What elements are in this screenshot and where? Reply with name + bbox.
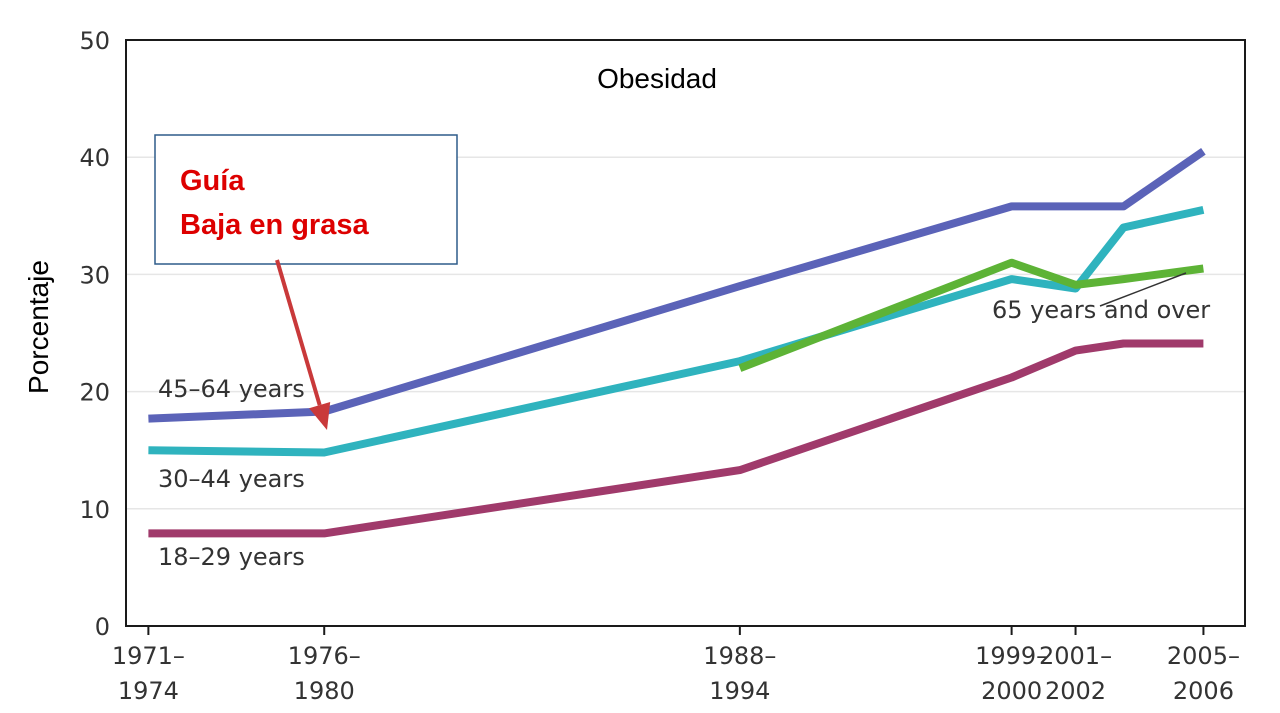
annotation-arrow	[275, 259, 331, 430]
chart-title: Obesidad	[597, 63, 717, 94]
series-label-45-64: 45–64 years	[158, 375, 305, 403]
x-tick-label-2-line2: 1994	[709, 677, 770, 705]
series-labels: 45–64 years 30–44 years 65 years and over 1…	[158, 272, 1210, 571]
x-tick-label-4-line1: 2001–	[1039, 642, 1112, 670]
x-tick-label-5-line2: 2006	[1173, 677, 1234, 705]
y-tick-label-0: 0	[95, 613, 110, 641]
series-label-18-29: 18–29 years	[158, 543, 305, 571]
series-label-65-plus: 65 years and over	[992, 296, 1210, 324]
x-tick-label-0-line1: 1971–	[112, 642, 185, 670]
annotation-box: Guía Baja en grasa	[154, 134, 458, 265]
annotation-arrow-shaft	[275, 259, 322, 406]
y-tick-label-30: 30	[79, 261, 110, 289]
y-tick-label-20: 20	[79, 379, 110, 407]
x-tick-label-5-line1: 2005–	[1167, 642, 1240, 670]
plot-frame	[125, 39, 1246, 627]
annotation-rect	[154, 134, 458, 265]
x-tick-label-0-line2: 1974	[118, 677, 179, 705]
series-label-30-44: 30–44 years	[158, 465, 305, 493]
x-tick-label-1-line1: 1976–	[288, 642, 361, 670]
annotation-line-baja-en-grasa: Baja en grasa	[180, 209, 369, 241]
y-ticks: 0 10 20 30 40 50	[79, 27, 110, 641]
y-tick-label-10: 10	[79, 496, 110, 524]
series-line-30-44	[148, 205, 1205, 457]
y-tick-label-50: 50	[79, 27, 110, 55]
x-tick-label-2-line1: 1988–	[703, 642, 776, 670]
x-tick-label-4-line2: 2002	[1045, 677, 1106, 705]
x-ticks: 1971– 1974 1976– 1980 1988– 1994 1999– 2000 2001…	[112, 626, 1240, 705]
annotation-arrow-head	[309, 402, 331, 430]
annotation-line-guia: Guía	[180, 165, 245, 197]
x-tick-label-3-line1: 1999–	[975, 642, 1048, 670]
x-tick-label-3-line2: 2000	[981, 677, 1042, 705]
y-axis-label: Porcentaje	[23, 260, 54, 394]
series-line-65-plus	[738, 258, 1204, 372]
x-tick-label-1-line2: 1980	[294, 677, 355, 705]
series-line-18-29	[148, 339, 1204, 538]
series-label-leader-65-plus	[1099, 272, 1187, 307]
y-tick-label-40: 40	[79, 144, 110, 172]
